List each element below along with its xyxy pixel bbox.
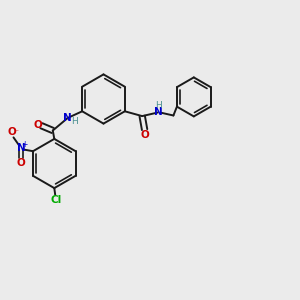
Text: O: O — [8, 127, 16, 137]
Text: H: H — [71, 117, 78, 126]
Text: Cl: Cl — [50, 195, 62, 205]
Text: N: N — [16, 142, 26, 153]
Text: O: O — [140, 130, 149, 140]
Text: ⁻: ⁻ — [14, 127, 19, 136]
Text: O: O — [33, 119, 42, 130]
Text: N: N — [63, 112, 72, 123]
Text: O: O — [17, 158, 26, 168]
Text: N: N — [154, 107, 163, 117]
Text: +: + — [21, 140, 28, 149]
Text: H: H — [155, 101, 161, 110]
